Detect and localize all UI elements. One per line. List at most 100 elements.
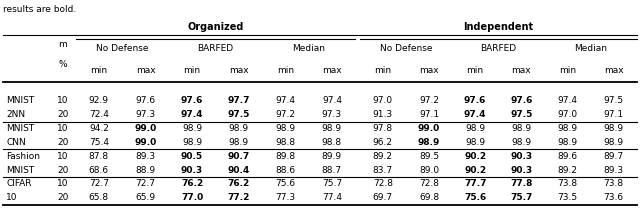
Text: 97.3: 97.3: [322, 110, 342, 119]
Text: 98.9: 98.9: [604, 138, 624, 147]
Text: No Defense: No Defense: [96, 44, 148, 53]
Text: 97.0: 97.0: [372, 96, 393, 105]
Text: 97.4: 97.4: [557, 96, 577, 105]
Text: 65.9: 65.9: [136, 193, 156, 202]
Text: 87.8: 87.8: [89, 152, 109, 161]
Text: 10: 10: [6, 193, 18, 202]
Text: Median: Median: [574, 44, 607, 53]
Text: 69.7: 69.7: [372, 193, 393, 202]
Text: 77.2: 77.2: [227, 193, 250, 202]
Text: 88.7: 88.7: [322, 166, 342, 174]
Text: 97.6: 97.6: [510, 96, 532, 105]
Text: min: min: [184, 66, 200, 75]
Text: 97.1: 97.1: [419, 110, 439, 119]
Text: 98.9: 98.9: [228, 138, 249, 147]
Text: 89.0: 89.0: [419, 166, 439, 174]
Text: 77.3: 77.3: [275, 193, 295, 202]
Text: Fashion: Fashion: [6, 152, 40, 161]
Text: min: min: [90, 66, 108, 75]
Text: 65.8: 65.8: [89, 193, 109, 202]
Text: 98.9: 98.9: [275, 124, 295, 133]
Text: 98.9: 98.9: [418, 138, 440, 147]
Text: 75.6: 75.6: [464, 193, 486, 202]
Text: max: max: [229, 66, 248, 75]
Text: 90.5: 90.5: [181, 152, 203, 161]
Text: min: min: [374, 66, 391, 75]
Text: 97.4: 97.4: [181, 110, 204, 119]
Text: 98.9: 98.9: [182, 124, 202, 133]
Text: BARFED: BARFED: [480, 44, 516, 53]
Text: 97.5: 97.5: [510, 110, 532, 119]
Text: 89.3: 89.3: [136, 152, 156, 161]
Text: max: max: [322, 66, 342, 75]
Text: 90.2: 90.2: [464, 152, 486, 161]
Text: 72.4: 72.4: [89, 110, 109, 119]
Text: 90.3: 90.3: [510, 152, 532, 161]
Text: 98.9: 98.9: [511, 138, 531, 147]
Text: 76.2: 76.2: [228, 179, 250, 188]
Text: 89.3: 89.3: [604, 166, 624, 174]
Text: 98.9: 98.9: [604, 124, 624, 133]
Text: 73.8: 73.8: [557, 179, 577, 188]
Text: 75.4: 75.4: [89, 138, 109, 147]
Text: Median: Median: [292, 44, 325, 53]
Text: 97.1: 97.1: [604, 110, 624, 119]
Text: 73.6: 73.6: [604, 193, 624, 202]
Text: 99.0: 99.0: [134, 138, 157, 147]
Text: 90.2: 90.2: [464, 166, 486, 174]
Text: No Defense: No Defense: [380, 44, 432, 53]
Text: 97.4: 97.4: [275, 96, 295, 105]
Text: 97.7: 97.7: [227, 96, 250, 105]
Text: m: m: [58, 39, 67, 49]
Text: 88.9: 88.9: [136, 166, 156, 174]
Text: 97.2: 97.2: [419, 96, 439, 105]
Text: 77.0: 77.0: [181, 193, 203, 202]
Text: 98.8: 98.8: [322, 138, 342, 147]
Text: 20: 20: [57, 138, 68, 147]
Text: 98.9: 98.9: [182, 138, 202, 147]
Text: 10: 10: [57, 124, 68, 133]
Text: min: min: [276, 66, 294, 75]
Text: 97.0: 97.0: [557, 110, 577, 119]
Text: 97.6: 97.6: [181, 96, 204, 105]
Text: 90.4: 90.4: [228, 166, 250, 174]
Text: 75.7: 75.7: [510, 193, 532, 202]
Text: MNIST: MNIST: [6, 166, 35, 174]
Text: MNIST: MNIST: [6, 124, 35, 133]
Text: 90.3: 90.3: [510, 166, 532, 174]
Text: 69.8: 69.8: [419, 193, 439, 202]
Text: CIFAR: CIFAR: [6, 179, 32, 188]
Text: 20: 20: [57, 166, 68, 174]
Text: results are bold.: results are bold.: [3, 5, 76, 14]
Text: 97.3: 97.3: [136, 110, 156, 119]
Text: 90.7: 90.7: [228, 152, 250, 161]
Text: 89.9: 89.9: [322, 152, 342, 161]
Text: 75.7: 75.7: [322, 179, 342, 188]
Text: 72.8: 72.8: [419, 179, 439, 188]
Text: CNN: CNN: [6, 138, 26, 147]
Text: 97.8: 97.8: [372, 124, 393, 133]
Text: 10: 10: [57, 179, 68, 188]
Text: 98.9: 98.9: [322, 124, 342, 133]
Text: 89.2: 89.2: [557, 166, 577, 174]
Text: 83.7: 83.7: [372, 166, 393, 174]
Text: 98.8: 98.8: [275, 138, 295, 147]
Text: MNIST: MNIST: [6, 96, 35, 105]
Text: 92.9: 92.9: [89, 96, 109, 105]
Text: 20: 20: [57, 193, 68, 202]
Text: 10: 10: [57, 96, 68, 105]
Text: 97.5: 97.5: [227, 110, 250, 119]
Text: 2NN: 2NN: [6, 110, 26, 119]
Text: 99.0: 99.0: [134, 124, 157, 133]
Text: max: max: [511, 66, 531, 75]
Text: 98.9: 98.9: [465, 124, 485, 133]
Text: 96.2: 96.2: [372, 138, 393, 147]
Text: 97.2: 97.2: [275, 110, 295, 119]
Text: 91.3: 91.3: [372, 110, 393, 119]
Text: 98.9: 98.9: [465, 138, 485, 147]
Text: max: max: [419, 66, 439, 75]
Text: 97.5: 97.5: [604, 96, 624, 105]
Text: 88.6: 88.6: [275, 166, 295, 174]
Text: 97.6: 97.6: [464, 96, 486, 105]
Text: 90.3: 90.3: [181, 166, 203, 174]
